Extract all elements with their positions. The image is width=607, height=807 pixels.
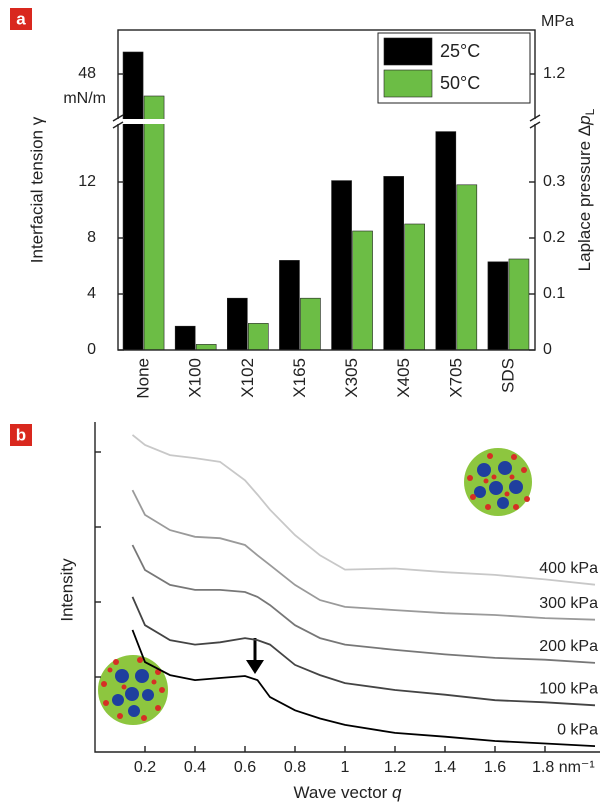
y-tick-label: 0 (87, 341, 96, 358)
bar (383, 176, 404, 351)
bar (279, 260, 300, 351)
x-tick-label: X165 (290, 358, 309, 398)
break-mark (529, 114, 541, 122)
x-tick-label: 0.6 (234, 759, 256, 776)
bar (143, 95, 165, 351)
panel-label: b (16, 425, 26, 444)
bar (435, 131, 457, 351)
line (131, 489, 596, 621)
legend-swatch (383, 69, 433, 98)
break-mark (112, 121, 124, 129)
bar (352, 230, 373, 351)
legend-label: 50°C (440, 73, 480, 93)
line (131, 629, 596, 747)
break-mark (529, 121, 541, 129)
bar (174, 325, 196, 351)
y-tick-label: 4 (87, 285, 96, 302)
y-tick-label: 48 (78, 65, 96, 82)
x-title-var: q (392, 783, 402, 802)
x-tick-label: 1.6 (484, 759, 506, 776)
x-axis-title: Wave vector q (293, 783, 402, 802)
y-axis-title: Interfacial tension γ (27, 116, 46, 263)
x-tick-label: None (134, 358, 153, 399)
line-label: 200 kPa (539, 638, 598, 655)
x-tick-label: 1.8 nm⁻¹ (532, 759, 595, 776)
bar (456, 184, 478, 351)
arrow (246, 638, 264, 674)
line (131, 544, 596, 664)
particle-icon (98, 655, 168, 725)
bar (195, 344, 217, 351)
y-tick-label: 8 (87, 229, 96, 246)
y2-tick-label: 0.3 (543, 173, 565, 190)
x-tick-label: X305 (342, 358, 361, 398)
x-title-text: Wave vector (293, 783, 392, 802)
x-tick-label: SDS (498, 358, 517, 393)
y2-tick-label: 0 (543, 341, 552, 358)
line-label: 400 kPa (539, 560, 598, 577)
x-tick-label: 0.4 (184, 759, 206, 776)
panel-badge (10, 424, 32, 446)
y-unit: mN/m (63, 90, 106, 107)
y2-axis-title: Laplace pressure ΔpL (575, 108, 597, 271)
y2-tick-label: 1.2 (543, 65, 565, 82)
panel-label: a (16, 9, 26, 28)
x-tick-label: 0.2 (134, 759, 156, 776)
bar (122, 51, 144, 351)
x-tick-label: 0.8 (284, 759, 306, 776)
bar (508, 258, 530, 351)
x-tick-label: X405 (394, 358, 413, 398)
y2-unit: MPa (541, 13, 574, 30)
y2-tick-label: 0.2 (543, 229, 565, 246)
x-tick-label: X705 (446, 358, 465, 398)
x-tick-label: X100 (186, 358, 205, 398)
bar (404, 223, 425, 351)
panel-b: 0 kPa 100 kPa 200 kPa 300 kPa 400 kPa 0.2 0.4 0… (57, 422, 600, 802)
bar (248, 323, 269, 351)
x-tick-label: 1 (341, 759, 350, 776)
line-label: 0 kPa (557, 721, 598, 738)
y2-tick-label: 0.1 (543, 285, 565, 302)
line (131, 596, 596, 707)
line-label: 300 kPa (539, 595, 598, 612)
legend-label: 25°C (440, 41, 480, 61)
y2-title-sub: L (583, 108, 597, 115)
axes (94, 422, 600, 753)
break-mark (112, 114, 124, 122)
frame (117, 29, 536, 351)
particle-icon (464, 448, 532, 516)
axis-break (114, 119, 539, 124)
bar (227, 297, 248, 351)
x-tick-label: 1.4 (434, 759, 456, 776)
x-tick-label: 1.2 (384, 759, 406, 776)
x-tick-label: X102 (238, 358, 257, 398)
y2-title-var: p (575, 115, 594, 125)
y-axis-title: Intensity (57, 558, 76, 622)
panel-badge (10, 8, 32, 30)
legend-swatch (383, 37, 433, 66)
bar (300, 297, 321, 351)
bar (331, 180, 352, 351)
line (131, 434, 596, 586)
line-label: 100 kPa (539, 680, 598, 697)
y-tick-label: 12 (78, 173, 96, 190)
bar (487, 261, 509, 351)
y2-title-text: Laplace pressure Δ (575, 125, 594, 272)
